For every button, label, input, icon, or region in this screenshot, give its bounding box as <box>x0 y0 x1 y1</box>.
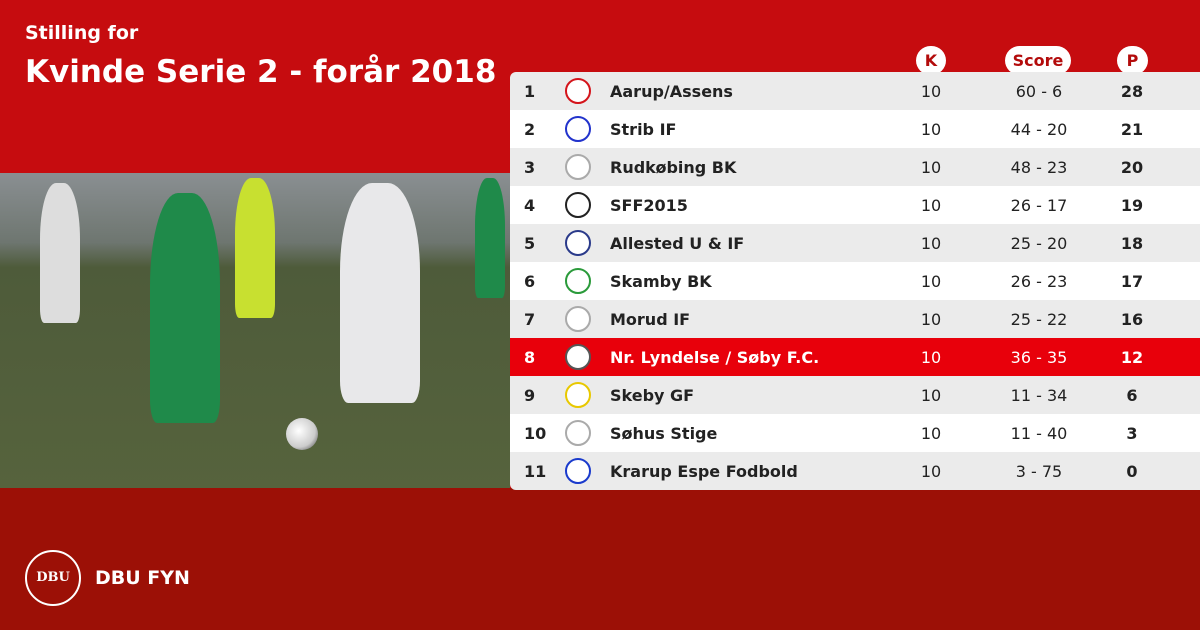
club-logo-icon <box>565 268 591 294</box>
table-row[interactable]: 7 Morud IF 10 25 - 22 16 <box>510 300 1200 338</box>
table-row[interactable]: 3 Rudkøbing BK 10 48 - 23 20 <box>510 148 1200 186</box>
goal-score: 26 - 17 <box>1010 195 1068 215</box>
goal-score: 44 - 20 <box>1010 119 1068 139</box>
matches-played: 10 <box>920 385 942 405</box>
team-name: Krarup Espe Fodbold <box>610 461 798 481</box>
goal-score: 11 - 40 <box>1010 423 1068 443</box>
goal-score: 11 - 34 <box>1010 385 1068 405</box>
subtitle: Stilling for <box>25 22 139 44</box>
position: 1 <box>524 81 536 101</box>
club-logo-icon <box>565 420 591 446</box>
position: 2 <box>524 119 536 139</box>
matches-played: 10 <box>920 119 942 139</box>
table-row[interactable]: 11 Krarup Espe Fodbold 10 3 - 75 0 <box>510 452 1200 490</box>
matches-played: 10 <box>920 81 942 101</box>
position: 11 <box>524 461 547 481</box>
position: 5 <box>524 233 536 253</box>
goal-score: 3 - 75 <box>1015 461 1063 481</box>
club-logo-icon <box>565 458 591 484</box>
table-row[interactable]: 4 SFF2015 10 26 - 17 19 <box>510 186 1200 224</box>
team-name: Rudkøbing BK <box>610 157 737 177</box>
points: 12 <box>1120 347 1144 367</box>
team-name: SFF2015 <box>610 195 688 215</box>
position: 3 <box>524 157 536 177</box>
points: 17 <box>1120 271 1144 291</box>
matches-played: 10 <box>920 271 942 291</box>
dbu-seal-logo: DBU <box>25 550 81 606</box>
team-name: Søhus Stige <box>610 423 718 443</box>
table-row[interactable]: 6 Skamby BK 10 26 - 23 17 <box>510 262 1200 300</box>
club-logo-icon <box>565 154 591 180</box>
goal-score: 36 - 35 <box>1010 347 1068 367</box>
position: 10 <box>524 423 547 443</box>
table-row[interactable]: 1 Aarup/Assens 10 60 - 6 28 <box>510 72 1200 110</box>
table-row[interactable]: 2 Strib IF 10 44 - 20 21 <box>510 110 1200 148</box>
team-name: Strib IF <box>610 119 677 139</box>
table-row[interactable]: 8 Nr. Lyndelse / Søby F.C. 10 36 - 35 12 <box>510 338 1200 376</box>
position: 4 <box>524 195 536 215</box>
position: 7 <box>524 309 536 329</box>
table-row[interactable]: 9 Skeby GF 10 11 - 34 6 <box>510 376 1200 414</box>
table-row[interactable]: 5 Allested U & IF 10 25 - 20 18 <box>510 224 1200 262</box>
position: 9 <box>524 385 536 405</box>
points: 20 <box>1120 157 1144 177</box>
goal-score: 25 - 20 <box>1010 233 1068 253</box>
matches-played: 10 <box>920 195 942 215</box>
matches-played: 10 <box>920 423 942 443</box>
club-logo-icon <box>565 192 591 218</box>
points: 6 <box>1126 385 1138 405</box>
matches-played: 10 <box>920 347 942 367</box>
club-logo-icon <box>565 344 591 370</box>
club-logo-icon <box>565 230 591 256</box>
team-name: Morud IF <box>610 309 691 329</box>
ball <box>286 418 318 450</box>
column-header-k: K <box>916 46 946 75</box>
goal-score: 48 - 23 <box>1010 157 1068 177</box>
column-header-p: P <box>1117 46 1148 75</box>
matches-played: 10 <box>920 461 942 481</box>
points: 21 <box>1120 119 1144 139</box>
points: 28 <box>1120 81 1144 101</box>
points: 18 <box>1120 233 1144 253</box>
club-logo-icon <box>565 78 591 104</box>
matches-played: 10 <box>920 309 942 329</box>
goal-score: 26 - 23 <box>1010 271 1068 291</box>
club-logo-icon <box>565 116 591 142</box>
position: 6 <box>524 271 536 291</box>
club-logo-icon <box>565 306 591 332</box>
team-name: Allested U & IF <box>610 233 745 253</box>
brand-name: DBU FYN <box>95 567 190 589</box>
position: 8 <box>524 347 536 367</box>
matches-played: 10 <box>920 157 942 177</box>
match-photo <box>0 173 510 488</box>
team-name: Nr. Lyndelse / Søby F.C. <box>610 347 820 367</box>
table-row[interactable]: 10 Søhus Stige 10 11 - 40 3 <box>510 414 1200 452</box>
club-logo-icon <box>565 382 591 408</box>
points: 16 <box>1120 309 1144 329</box>
points: 0 <box>1126 461 1138 481</box>
team-name: Skeby GF <box>610 385 695 405</box>
team-name: Aarup/Assens <box>610 81 733 101</box>
column-header-score: Score <box>1005 46 1071 75</box>
standings-table: 1 Aarup/Assens 10 60 - 6 28 2 Strib IF 10… <box>510 72 1200 490</box>
goal-score: 25 - 22 <box>1010 309 1068 329</box>
goal-score: 60 - 6 <box>1015 81 1063 101</box>
points: 3 <box>1126 423 1138 443</box>
points: 19 <box>1120 195 1144 215</box>
page-title: Kvinde Serie 2 - forår 2018 <box>25 54 497 90</box>
matches-played: 10 <box>920 233 942 253</box>
team-name: Skamby BK <box>610 271 712 291</box>
